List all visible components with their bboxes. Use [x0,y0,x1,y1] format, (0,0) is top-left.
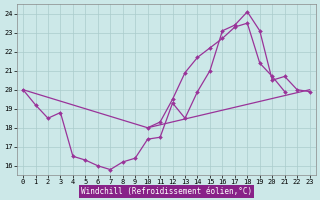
X-axis label: Windchill (Refroidissement éolien,°C): Windchill (Refroidissement éolien,°C) [81,187,252,196]
